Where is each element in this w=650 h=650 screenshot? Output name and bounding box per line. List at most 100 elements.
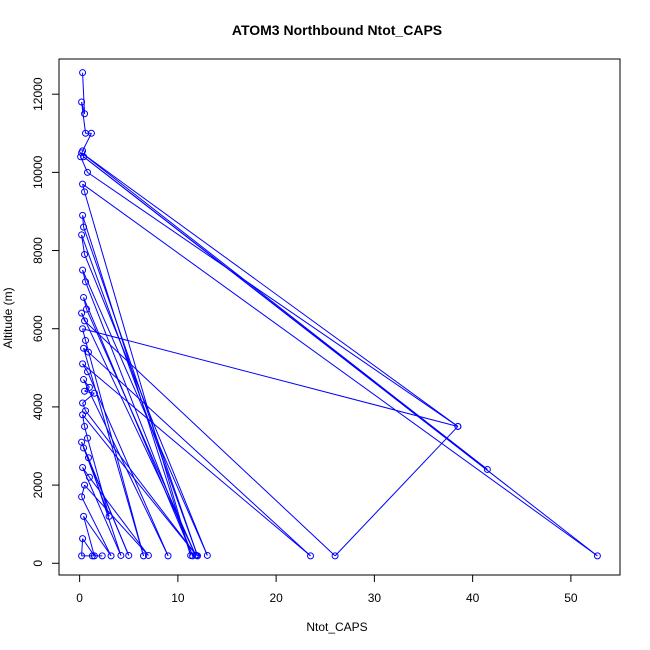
data-point <box>85 383 93 391</box>
series-segment <box>87 171 459 427</box>
y-tick-label: 6000 <box>31 315 45 342</box>
series-segment <box>81 101 87 134</box>
data-point <box>81 387 89 395</box>
data-point <box>307 552 315 560</box>
series-segment <box>82 363 88 372</box>
data-point <box>593 552 601 560</box>
series-segment <box>84 484 149 556</box>
series-segment <box>81 312 86 322</box>
series-segment <box>84 390 95 394</box>
series-segment <box>88 351 311 557</box>
data-point <box>83 168 91 176</box>
x-tick-label: 20 <box>269 591 283 605</box>
series-segment <box>82 215 192 556</box>
data-point <box>78 149 86 157</box>
data-point <box>125 551 133 559</box>
y-tick-label: 10000 <box>31 155 45 189</box>
data-point <box>82 278 90 286</box>
data-point <box>80 344 88 352</box>
data-point <box>83 368 91 376</box>
series-segment <box>81 484 86 497</box>
data-point <box>78 493 86 501</box>
data-point <box>82 336 90 344</box>
data-point <box>139 552 147 560</box>
data-point <box>98 552 106 560</box>
data-point <box>79 325 87 333</box>
data-point <box>105 512 113 520</box>
data-point <box>79 266 87 274</box>
data-point <box>80 153 88 161</box>
data-point <box>77 153 85 161</box>
data-point <box>79 411 87 419</box>
series-segment <box>82 467 90 478</box>
x-axis-label: Ntot_CAPS <box>306 620 367 634</box>
series-segment <box>82 215 85 228</box>
data-point <box>164 552 172 560</box>
data-point <box>81 110 89 118</box>
data-point <box>78 552 86 560</box>
data-point <box>80 376 88 384</box>
series-segment <box>82 269 87 282</box>
series-segment <box>82 363 311 557</box>
y-tick-label: 2000 <box>31 471 45 498</box>
data-point <box>87 129 95 137</box>
data-point <box>78 231 86 239</box>
series-segment <box>83 156 598 557</box>
data-point <box>189 552 197 560</box>
data-point <box>80 223 88 231</box>
data-point <box>80 512 88 520</box>
chart-title: ATOM3 Northbound Ntot_CAPS <box>232 22 442 38</box>
data-point <box>81 422 89 430</box>
data-point <box>81 481 89 489</box>
y-tick-label: 0 <box>31 560 45 567</box>
series-segment <box>334 426 459 557</box>
y-tick-label: 12000 <box>31 77 45 111</box>
x-tick-label: 40 <box>466 591 480 605</box>
data-point <box>79 180 87 188</box>
series-segment <box>83 447 89 458</box>
series-segment <box>87 438 110 517</box>
series-segment <box>86 308 197 556</box>
y-tick-label: 8000 <box>31 237 45 264</box>
series-segment <box>82 328 459 427</box>
series-segment <box>82 392 95 404</box>
data-point <box>79 535 87 543</box>
data-point <box>79 69 87 77</box>
data-point <box>85 473 93 481</box>
series-segment <box>81 234 199 557</box>
data-point <box>79 399 87 407</box>
data-point <box>80 293 88 301</box>
data-point <box>84 454 92 462</box>
data-point <box>79 211 87 219</box>
series-segment <box>82 72 86 114</box>
series-segment <box>82 269 208 556</box>
series-segment <box>84 320 336 557</box>
series-segment <box>87 371 169 557</box>
y-axis-label: Altitude (m) <box>1 287 15 348</box>
data-point <box>90 552 98 560</box>
data-point <box>90 389 98 397</box>
series-segment <box>82 183 598 557</box>
data-point <box>78 309 86 317</box>
data-point <box>454 422 462 430</box>
data-point <box>117 551 125 559</box>
data-point <box>81 188 89 196</box>
data-point <box>79 464 87 471</box>
data-point <box>79 360 87 368</box>
data-point <box>83 305 91 313</box>
series-segment <box>82 183 86 193</box>
data-point <box>83 434 91 442</box>
series-segment <box>83 297 87 310</box>
series-segment <box>82 328 87 341</box>
series-segment <box>82 402 86 411</box>
series-segment <box>81 496 112 557</box>
series-segment <box>85 410 197 556</box>
data-point <box>107 552 115 560</box>
y-axis: 0 2000 4000 6000 8000 10000 12000 <box>31 77 60 567</box>
x-axis: 0 10 20 30 40 50 <box>76 574 578 605</box>
series-segment <box>83 516 112 557</box>
data-point <box>331 552 339 560</box>
series-segment <box>81 152 459 427</box>
data-point <box>81 317 89 325</box>
x-tick-label: 50 <box>564 591 578 605</box>
